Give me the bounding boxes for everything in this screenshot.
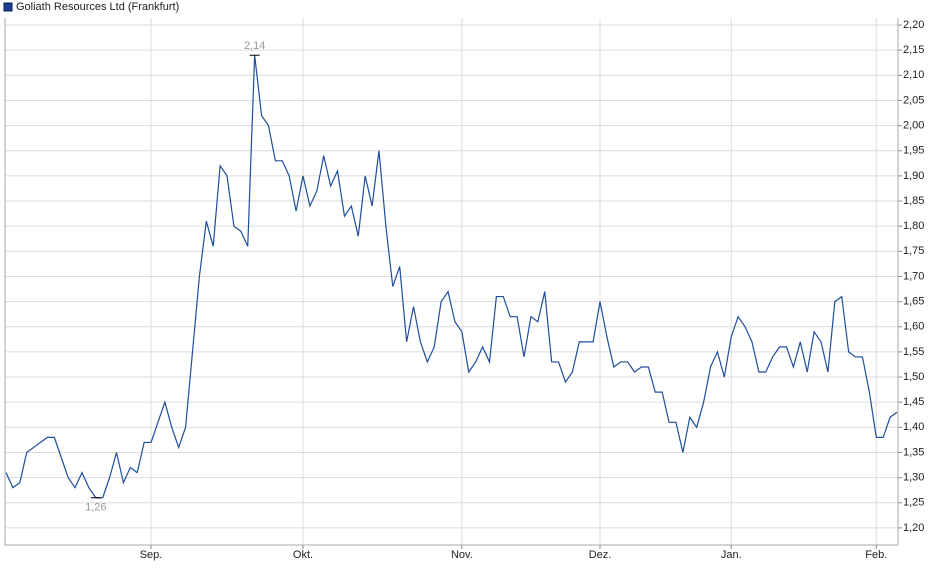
- y-tick-label: 1,90: [903, 170, 924, 182]
- y-tick-label: 1,20: [903, 522, 924, 534]
- y-tick-label: 1,70: [903, 270, 924, 282]
- y-tick-label: 1,35: [903, 446, 924, 458]
- x-tick-label: Jan.: [721, 549, 742, 561]
- y-tick-label: 2,10: [903, 69, 924, 81]
- y-tick-label: 1,25: [903, 497, 924, 509]
- y-tick-label: 2,20: [903, 19, 924, 31]
- legend-label: Goliath Resources Ltd (Frankfurt): [16, 1, 179, 13]
- value-label: 1,26: [85, 502, 106, 514]
- y-tick-label: 1,45: [903, 396, 924, 408]
- x-tick-label: Okt.: [293, 549, 313, 561]
- x-tick-label: Nov.: [451, 549, 473, 561]
- y-tick-label: 1,65: [903, 296, 924, 308]
- y-tick-label: 2,15: [903, 44, 924, 56]
- y-tick-label: 1,75: [903, 245, 924, 257]
- x-tick-label: Sep.: [140, 549, 163, 561]
- price-line: [5, 55, 898, 499]
- x-tick-label: Dez.: [589, 549, 612, 561]
- y-tick-label: 2,00: [903, 120, 924, 132]
- value-label: 2,14: [244, 40, 265, 52]
- y-tick-label: 1,95: [903, 145, 924, 157]
- y-tick-label: 1,40: [903, 421, 924, 433]
- legend-swatch: [3, 2, 13, 12]
- y-tick-label: 1,55: [903, 346, 924, 358]
- y-tick-label: 1,50: [903, 371, 924, 383]
- y-tick-label: 1,30: [903, 472, 924, 484]
- y-tick-label: 1,60: [903, 321, 924, 333]
- y-tick-label: 1,80: [903, 220, 924, 232]
- x-tick-label: Feb.: [865, 549, 887, 561]
- y-tick-label: 2,05: [903, 94, 924, 106]
- y-tick-label: 1,85: [903, 195, 924, 207]
